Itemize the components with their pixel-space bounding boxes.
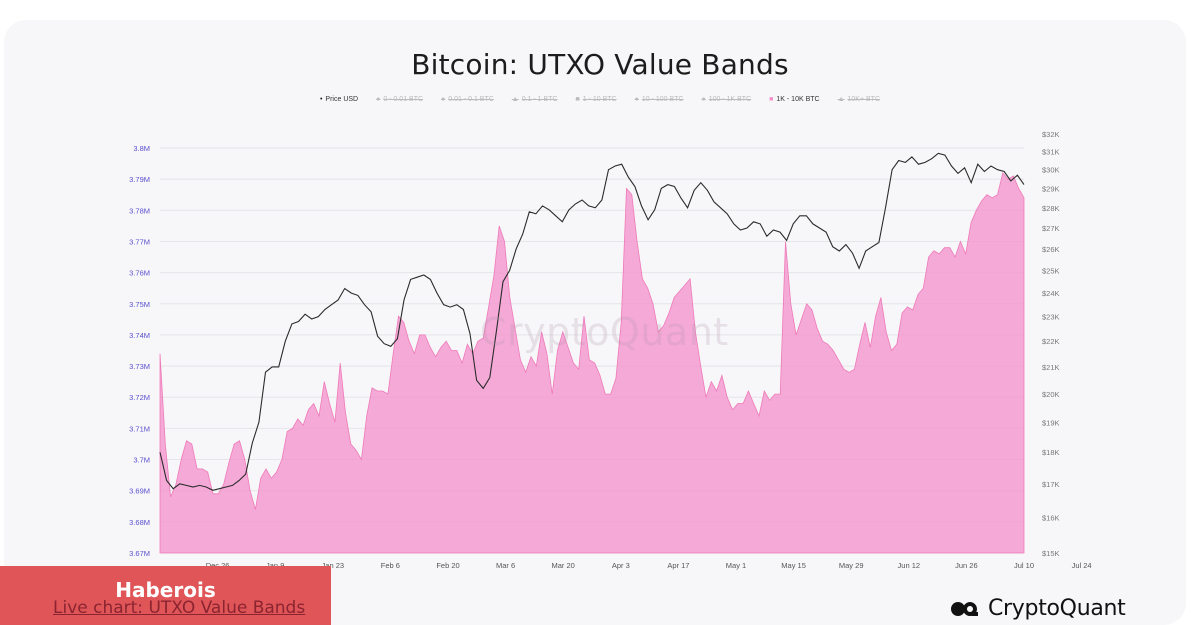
- y-right-tick-label: $21K: [1042, 363, 1060, 372]
- y-right-tick-label: $15K: [1042, 549, 1060, 558]
- legend-label: 100 - 1K BTC: [708, 96, 752, 103]
- legend-marker-icon: ●: [376, 96, 381, 103]
- legend-label: 1 - 10 BTC: [582, 96, 617, 103]
- legend-marker-icon: ■: [769, 96, 774, 103]
- y-left-tick-label: 3.7M: [133, 456, 150, 465]
- y-left-tick-label: 3.73M: [129, 362, 150, 371]
- brand-logo: CryptoQuant: [950, 596, 1126, 621]
- legend-label: 0 - 0.01 BTC: [383, 96, 424, 103]
- legend-marker-icon: ▲: [511, 96, 519, 103]
- y-right-tick-label: $25K: [1042, 267, 1060, 276]
- x-tick-label: Jan 9: [266, 561, 284, 570]
- y-left-tick-label: 3.75M: [129, 300, 150, 309]
- legend-marker-icon: ●: [441, 96, 446, 103]
- legend-item[interactable]: ● 10 - 100 BTC: [635, 96, 684, 103]
- series-area-1k-10k-btc: [159, 172, 1025, 554]
- legend-label: 0.01 - 0.1 BTC: [448, 96, 494, 103]
- y-right-tick-label: $30K: [1042, 166, 1060, 175]
- y-left-tick-label: 3.72M: [129, 393, 150, 402]
- x-tick-label: Feb 6: [381, 561, 400, 570]
- y-left-tick-label: 3.68M: [129, 518, 150, 527]
- y-right-tick-label: $24K: [1042, 289, 1060, 298]
- y-left-tick-label: 3.78M: [129, 206, 150, 215]
- y-right-tick-label: $20K: [1042, 390, 1060, 399]
- y-right-tick-label: $29K: [1042, 184, 1060, 193]
- y-left-tick-label: 3.69M: [129, 487, 150, 496]
- x-tick-label: Dec 26: [206, 561, 230, 570]
- caption-banner: [0, 566, 331, 625]
- legend-label: 10 - 100 BTC: [641, 96, 684, 103]
- legend-item[interactable]: ▲ 0.1 - 1 BTC: [512, 96, 558, 103]
- x-tick-label: Jan 23: [322, 561, 345, 570]
- legend-label: 1K - 10K BTC: [776, 96, 820, 103]
- legend-item[interactable]: ● 0 - 0.01 BTC: [376, 96, 423, 103]
- legend-marker-icon: •: [319, 96, 323, 103]
- watermark: CryptoQuant: [480, 310, 729, 354]
- x-tick-label: Jun 12: [898, 561, 921, 570]
- legend-label: 10K+ BTC: [847, 96, 881, 103]
- y-right-tick-label: $18K: [1042, 448, 1060, 457]
- legend-item[interactable]: ▲ 10K+ BTC: [838, 96, 880, 103]
- y-right-tick-label: $28K: [1042, 204, 1060, 213]
- y-left-tick-label: 3.8M: [133, 144, 150, 153]
- x-tick-label: Feb 20: [436, 561, 459, 570]
- x-tick-label: Jul 10: [1014, 561, 1034, 570]
- x-tick-label: Mar 20: [552, 561, 575, 570]
- legend-item[interactable]: ● 100 - 1K BTC: [702, 96, 752, 103]
- live-chart-link[interactable]: Live chart: UTXO Value Bands: [53, 598, 306, 618]
- x-tick-label: Apr 3: [612, 561, 630, 570]
- legend-item[interactable]: • Price USD: [320, 96, 358, 103]
- x-tick-label: May 15: [781, 561, 806, 570]
- y-left-tick-label: 3.74M: [129, 331, 150, 340]
- y-right-tick-label: $26K: [1042, 245, 1060, 254]
- caption-name: Haberois: [115, 578, 216, 602]
- y-left-tick-label: 3.77M: [129, 237, 150, 246]
- y-right-tick-label: $19K: [1042, 418, 1060, 427]
- x-tick-label: Jul 24: [1072, 561, 1092, 570]
- series-line-price-usd: [159, 152, 1025, 491]
- brand-name: CryptoQuant: [988, 596, 1126, 621]
- legend-marker-icon: ●: [634, 96, 639, 103]
- y-left-tick-label: 3.79M: [129, 175, 150, 184]
- legend-item[interactable]: ■ 1 - 10 BTC: [576, 96, 617, 103]
- legend-marker-icon: ●: [701, 96, 706, 103]
- y-right-tick-label: $23K: [1042, 313, 1060, 322]
- y-right-tick-label: $31K: [1042, 148, 1060, 157]
- legend-label: 0.1 - 1 BTC: [521, 96, 558, 103]
- legend-marker-icon: ▲: [837, 96, 845, 103]
- y-left-tick-label: 3.67M: [129, 549, 150, 558]
- x-tick-label: May 29: [839, 561, 864, 570]
- chart-legend: • Price USD ● 0 - 0.01 BTC ● 0.01 - 0.1 BTC ▲ 0…: [0, 96, 1200, 103]
- y-left-tick-label: 3.76M: [129, 269, 150, 278]
- y-right-tick-label: $16K: [1042, 513, 1060, 522]
- cryptoquant-icon: [951, 601, 978, 616]
- y-right-tick-label: $17K: [1042, 480, 1060, 489]
- x-tick-label: Apr 17: [667, 561, 689, 570]
- y-right-tick-label: $27K: [1042, 224, 1060, 233]
- legend-item[interactable]: ■ 1K - 10K BTC: [769, 96, 819, 103]
- legend-item[interactable]: ● 0.01 - 0.1 BTC: [441, 96, 494, 103]
- y-right-tick-label: $22K: [1042, 337, 1060, 346]
- chart-title: Bitcoin: UTXO Value Bands: [411, 48, 789, 81]
- y-right-tick-label: $32K: [1042, 130, 1060, 139]
- x-tick-label: Jun 26: [955, 561, 978, 570]
- legend-label: Price USD: [325, 96, 359, 103]
- legend-marker-icon: ■: [575, 96, 580, 103]
- x-tick-label: Mar 6: [496, 561, 515, 570]
- x-tick-label: May 1: [726, 561, 746, 570]
- y-left-tick-label: 3.71M: [129, 424, 150, 433]
